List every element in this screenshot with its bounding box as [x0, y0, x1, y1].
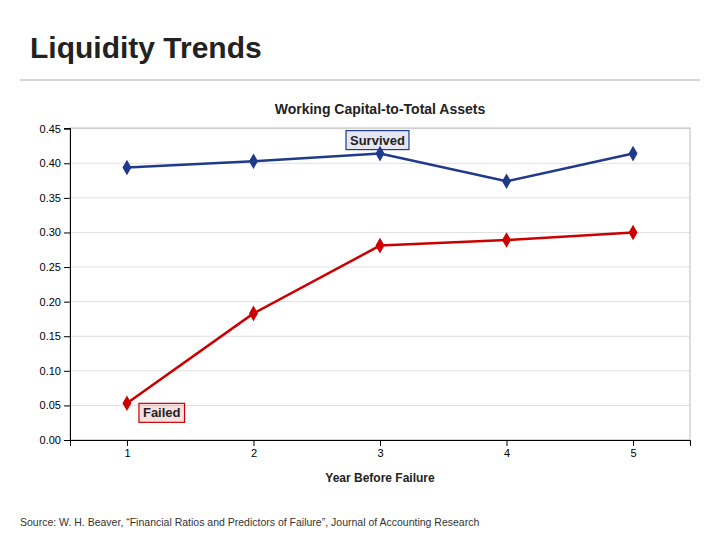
tick: 0.35	[40, 192, 70, 204]
point	[629, 146, 638, 162]
grid	[70, 129, 690, 440]
tick: 4	[504, 440, 510, 459]
tick-label: 2	[251, 447, 257, 459]
tick-label: 0.30	[40, 226, 61, 238]
tick-mark	[64, 232, 70, 233]
grid-line	[70, 163, 690, 164]
marks	[122, 146, 637, 411]
tick-mark	[633, 440, 634, 446]
tick: 0.25	[40, 261, 70, 273]
tick: 0.30	[40, 226, 70, 238]
grid-line	[70, 301, 690, 302]
tick-label: 0.45	[40, 123, 61, 135]
tick-label: 0.00	[40, 434, 61, 446]
point	[502, 173, 511, 189]
tick-label: 5	[630, 447, 636, 459]
tick: 1	[124, 440, 130, 459]
tick-mark	[127, 440, 128, 446]
tick-mark	[64, 336, 70, 337]
grid-line	[70, 197, 690, 198]
grid-line	[70, 232, 690, 233]
tick-mark	[64, 198, 70, 199]
series-label: Failed	[139, 403, 185, 422]
tick-mark	[507, 440, 508, 446]
series-label-box	[346, 131, 409, 150]
point	[629, 225, 638, 241]
series-label-text: Survived	[350, 133, 405, 148]
point	[502, 232, 511, 248]
tick: 0.10	[40, 365, 70, 377]
tick: 0.45	[40, 123, 70, 135]
series-label-box	[139, 403, 185, 422]
tick-mark	[64, 267, 70, 268]
axis-line	[64, 129, 71, 441]
point	[122, 160, 131, 176]
point	[249, 153, 258, 169]
tick-mark	[64, 163, 70, 164]
plot-frame	[70, 128, 690, 440]
grid-line	[70, 336, 690, 337]
tick-label: 0.05	[40, 399, 61, 411]
tick-label: 0.20	[40, 296, 61, 308]
tick: 0.20	[40, 296, 70, 308]
point	[249, 306, 258, 322]
tick: 0.40	[40, 157, 70, 169]
point	[376, 238, 385, 254]
tick-label: 3	[377, 447, 383, 459]
subtitle: Working Capital-to-Total Assets	[275, 101, 486, 117]
series-label-text: Failed	[143, 405, 181, 420]
tick-mark	[64, 302, 70, 303]
source: Source: W. H. Beaver, “Financial Ratios …	[20, 516, 479, 528]
tick: 5	[630, 440, 636, 459]
tick: 2	[251, 440, 257, 459]
grid-line	[70, 267, 690, 268]
tick-label: 0.25	[40, 261, 61, 273]
x-axis: 1 2 3 4 5	[71, 440, 691, 459]
tick-label: 1	[124, 447, 130, 459]
tick: 0.15	[40, 330, 70, 342]
tick-mark	[253, 440, 254, 446]
tick: 3	[377, 440, 383, 459]
tick-label: 4	[504, 447, 510, 459]
grid-line	[70, 370, 690, 371]
tick-mark	[64, 405, 70, 406]
tick-label: 0.40	[40, 157, 61, 169]
point	[122, 396, 131, 412]
series-label: Survived	[346, 131, 409, 150]
y-axis: 0.00 0.05 0.10 0.15 0.20 0.25 0.30 0.35 0.40 0.45	[40, 123, 71, 446]
tick: 0.00	[40, 434, 70, 446]
tick: 0.05	[40, 399, 70, 411]
tick-mark	[64, 440, 70, 441]
plot: 1 2 3 4 5 0.00 0.05 0.10 0.15 0.20 0.25 0.30 0.35 0.4…	[40, 123, 691, 459]
series-line	[127, 232, 633, 403]
x-axis-label: Year Before Failure	[325, 471, 435, 485]
title: Liquidity Trends	[30, 31, 262, 64]
title-rule	[20, 80, 700, 81]
series-labels: Survived Failed	[139, 131, 409, 423]
axis-line	[71, 441, 691, 447]
tick-mark	[380, 440, 381, 446]
tick-mark	[64, 371, 70, 372]
tick-mark	[64, 129, 70, 130]
tick-label: 0.15	[40, 330, 61, 342]
tick-label: 0.10	[40, 365, 61, 377]
tick-label: 0.35	[40, 192, 61, 204]
chart-svg: Liquidity Trends Working Capital-to-Total…	[0, 0, 720, 540]
